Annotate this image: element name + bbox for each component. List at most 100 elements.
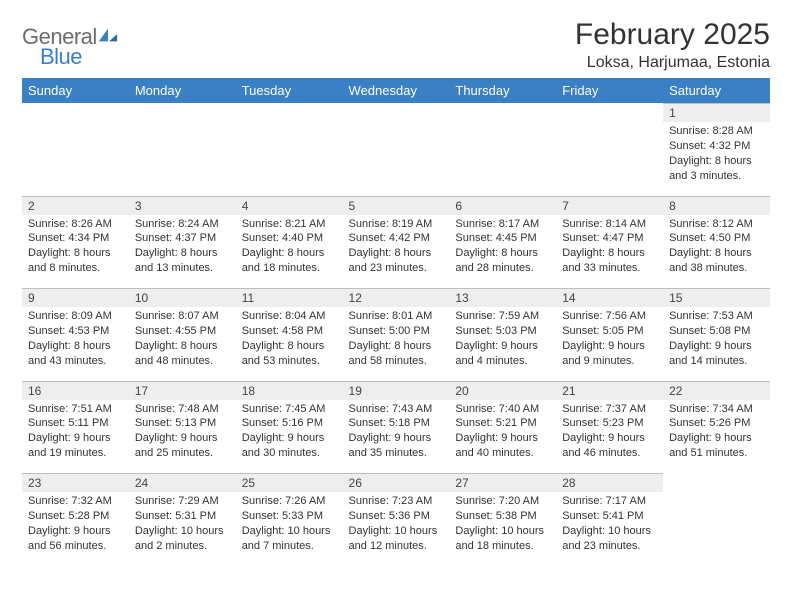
daynum-cell bbox=[22, 104, 129, 123]
day-number: 25 bbox=[236, 474, 343, 492]
day2-line: and 33 minutes. bbox=[562, 261, 657, 276]
day-cell-body: Sunrise: 7:32 AMSunset: 5:28 PMDaylight:… bbox=[22, 492, 129, 557]
daynum-row: 2345678 bbox=[22, 196, 770, 215]
day-number: 8 bbox=[663, 197, 770, 215]
sunset-line: Sunset: 5:41 PM bbox=[562, 509, 657, 524]
daynum-cell: 23 bbox=[22, 474, 129, 493]
sunrise-line: Sunrise: 8:01 AM bbox=[349, 309, 444, 324]
day-cell: Sunrise: 7:20 AMSunset: 5:38 PMDaylight:… bbox=[449, 492, 556, 566]
day2-line: and 46 minutes. bbox=[562, 446, 657, 461]
day1-line: Daylight: 8 hours bbox=[242, 246, 337, 261]
location-label: Loksa, Harjumaa, Estonia bbox=[575, 54, 770, 72]
sunrise-line: Sunrise: 7:29 AM bbox=[135, 494, 230, 509]
weekday-header: Friday bbox=[556, 78, 663, 104]
day-cell: Sunrise: 7:26 AMSunset: 5:33 PMDaylight:… bbox=[236, 492, 343, 566]
sunrise-line: Sunrise: 7:56 AM bbox=[562, 309, 657, 324]
day-number: 15 bbox=[663, 289, 770, 307]
day-cell-body: Sunrise: 8:09 AMSunset: 4:53 PMDaylight:… bbox=[22, 307, 129, 372]
sunrise-line: Sunrise: 8:09 AM bbox=[28, 309, 123, 324]
day-cell bbox=[22, 122, 129, 196]
sunset-line: Sunset: 5:36 PM bbox=[349, 509, 444, 524]
day1-line: Daylight: 8 hours bbox=[28, 339, 123, 354]
daynum-cell: 12 bbox=[343, 289, 450, 308]
sunrise-line: Sunrise: 7:48 AM bbox=[135, 402, 230, 417]
day-cell: Sunrise: 7:40 AMSunset: 5:21 PMDaylight:… bbox=[449, 400, 556, 474]
calendar-page: General Blue February 2025 Loksa, Harjum… bbox=[0, 0, 792, 612]
week-row: Sunrise: 7:32 AMSunset: 5:28 PMDaylight:… bbox=[22, 492, 770, 566]
day1-line: Daylight: 8 hours bbox=[135, 246, 230, 261]
sunset-line: Sunset: 5:03 PM bbox=[455, 324, 550, 339]
title-block: February 2025 Loksa, Harjumaa, Estonia bbox=[575, 18, 770, 72]
sunset-line: Sunset: 4:40 PM bbox=[242, 231, 337, 246]
sunrise-line: Sunrise: 8:26 AM bbox=[28, 217, 123, 232]
day-number: 24 bbox=[129, 474, 236, 492]
day-cell: Sunrise: 8:07 AMSunset: 4:55 PMDaylight:… bbox=[129, 307, 236, 381]
sunrise-line: Sunrise: 7:40 AM bbox=[455, 402, 550, 417]
day2-line: and 7 minutes. bbox=[242, 539, 337, 554]
day-cell: Sunrise: 8:21 AMSunset: 4:40 PMDaylight:… bbox=[236, 215, 343, 289]
daynum-cell: 19 bbox=[343, 381, 450, 400]
sunrise-line: Sunrise: 7:53 AM bbox=[669, 309, 764, 324]
sunset-line: Sunset: 4:47 PM bbox=[562, 231, 657, 246]
day-cell: Sunrise: 8:01 AMSunset: 5:00 PMDaylight:… bbox=[343, 307, 450, 381]
day-number: 13 bbox=[449, 289, 556, 307]
day1-line: Daylight: 9 hours bbox=[562, 431, 657, 446]
sunrise-line: Sunrise: 7:43 AM bbox=[349, 402, 444, 417]
day-cell-body: Sunrise: 8:07 AMSunset: 4:55 PMDaylight:… bbox=[129, 307, 236, 372]
day-cell-body: Sunrise: 8:12 AMSunset: 4:50 PMDaylight:… bbox=[663, 215, 770, 280]
weekday-header: Wednesday bbox=[343, 78, 450, 104]
sunset-line: Sunset: 5:26 PM bbox=[669, 416, 764, 431]
day-cell: Sunrise: 8:14 AMSunset: 4:47 PMDaylight:… bbox=[556, 215, 663, 289]
day1-line: Daylight: 9 hours bbox=[349, 431, 444, 446]
sunset-line: Sunset: 4:42 PM bbox=[349, 231, 444, 246]
day-cell-body: Sunrise: 7:17 AMSunset: 5:41 PMDaylight:… bbox=[556, 492, 663, 557]
day-number: 12 bbox=[343, 289, 450, 307]
day-cell-body: Sunrise: 7:48 AMSunset: 5:13 PMDaylight:… bbox=[129, 400, 236, 465]
day-cell-body: Sunrise: 7:40 AMSunset: 5:21 PMDaylight:… bbox=[449, 400, 556, 465]
daynum-cell: 4 bbox=[236, 196, 343, 215]
sunset-line: Sunset: 5:08 PM bbox=[669, 324, 764, 339]
day1-line: Daylight: 10 hours bbox=[135, 524, 230, 539]
page-header: General Blue February 2025 Loksa, Harjum… bbox=[22, 18, 770, 72]
day-cell: Sunrise: 7:32 AMSunset: 5:28 PMDaylight:… bbox=[22, 492, 129, 566]
day-cell-body: Sunrise: 7:29 AMSunset: 5:31 PMDaylight:… bbox=[129, 492, 236, 557]
day-cell bbox=[449, 122, 556, 196]
daynum-cell bbox=[129, 104, 236, 123]
day-cell: Sunrise: 8:26 AMSunset: 4:34 PMDaylight:… bbox=[22, 215, 129, 289]
day2-line: and 51 minutes. bbox=[669, 446, 764, 461]
sunset-line: Sunset: 5:38 PM bbox=[455, 509, 550, 524]
day1-line: Daylight: 10 hours bbox=[562, 524, 657, 539]
day2-line: and 12 minutes. bbox=[349, 539, 444, 554]
brand-logo: General Blue bbox=[22, 18, 119, 70]
sunset-line: Sunset: 4:34 PM bbox=[28, 231, 123, 246]
day-cell-body: Sunrise: 8:04 AMSunset: 4:58 PMDaylight:… bbox=[236, 307, 343, 372]
day1-line: Daylight: 8 hours bbox=[669, 154, 764, 169]
month-title: February 2025 bbox=[575, 18, 770, 52]
day-number: 4 bbox=[236, 197, 343, 215]
sunset-line: Sunset: 5:31 PM bbox=[135, 509, 230, 524]
day-cell: Sunrise: 8:28 AMSunset: 4:32 PMDaylight:… bbox=[663, 122, 770, 196]
day-number: 1 bbox=[663, 104, 770, 122]
sunset-line: Sunset: 5:13 PM bbox=[135, 416, 230, 431]
sunrise-line: Sunrise: 7:17 AM bbox=[562, 494, 657, 509]
day-cell: Sunrise: 7:48 AMSunset: 5:13 PMDaylight:… bbox=[129, 400, 236, 474]
day-number: 9 bbox=[22, 289, 129, 307]
day1-line: Daylight: 9 hours bbox=[135, 431, 230, 446]
day1-line: Daylight: 10 hours bbox=[349, 524, 444, 539]
day1-line: Daylight: 8 hours bbox=[669, 246, 764, 261]
day-cell: Sunrise: 8:17 AMSunset: 4:45 PMDaylight:… bbox=[449, 215, 556, 289]
daynum-cell: 27 bbox=[449, 474, 556, 493]
daynum-cell: 16 bbox=[22, 381, 129, 400]
day-number: 26 bbox=[343, 474, 450, 492]
sunset-line: Sunset: 4:53 PM bbox=[28, 324, 123, 339]
daynum-row: 16171819202122 bbox=[22, 381, 770, 400]
sunset-line: Sunset: 5:33 PM bbox=[242, 509, 337, 524]
sunset-line: Sunset: 4:37 PM bbox=[135, 231, 230, 246]
sunrise-line: Sunrise: 7:23 AM bbox=[349, 494, 444, 509]
day1-line: Daylight: 9 hours bbox=[669, 431, 764, 446]
weekday-header: Tuesday bbox=[236, 78, 343, 104]
day-number: 16 bbox=[22, 382, 129, 400]
day-cell-body: Sunrise: 7:37 AMSunset: 5:23 PMDaylight:… bbox=[556, 400, 663, 465]
sunrise-line: Sunrise: 8:24 AM bbox=[135, 217, 230, 232]
day-number: 5 bbox=[343, 197, 450, 215]
